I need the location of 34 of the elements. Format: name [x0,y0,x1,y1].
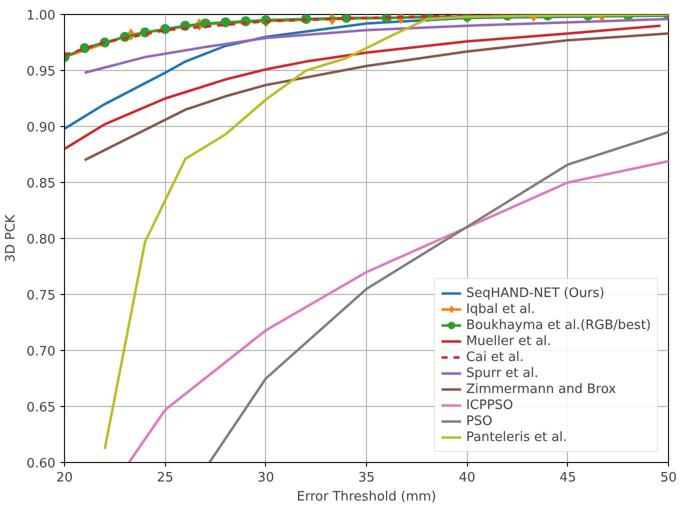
x-tick-label: 30 [258,470,274,486]
y-tick-label: 0.75 [26,288,56,304]
y-tick-label: 0.65 [26,400,56,416]
legend-label: Cai et al. [466,349,524,365]
y-tick-label: 0.60 [26,456,56,472]
line-series [208,130,668,462]
x-tick-label: 45 [560,470,576,486]
legend-label: Panteleris et al. [466,429,568,445]
line-series [83,18,668,74]
legend-label: PSO [466,413,492,429]
legend-label: Zimmermann and Brox [466,381,616,397]
line-series [128,160,668,462]
y-axis-title: 3D PCK [4,214,19,262]
legend-label: ICPPSO [466,397,514,413]
x-axis-title: Error Threshold (mm) [296,490,436,504]
line-series [83,32,668,162]
y-tick-label: 1.00 [26,8,56,24]
x-tick-label: 40 [458,470,476,486]
y-tick-label: 0.85 [26,176,56,192]
y-tick-label: 0.95 [26,64,56,80]
legend-label: Mueller et al. [466,333,552,349]
x-tick-label: 50 [660,470,677,486]
y-tick-label: 0.70 [26,344,56,360]
y-tick-label: 0.90 [26,120,56,136]
x-tick-label: 20 [56,470,73,486]
legend-label: Spurr et al. [466,365,538,381]
x-tick-label: 35 [358,470,375,486]
x-tick-label: 25 [156,470,174,486]
line-series [64,24,662,150]
y-tick-label: 0.80 [26,232,56,248]
legend-label: Boukhayma et al.(RGB/best) [466,317,651,333]
line-series [104,14,668,450]
legend-label: Iqbal et al. [466,301,536,317]
legend-label: SeqHAND-NET (Ours) [466,285,604,301]
